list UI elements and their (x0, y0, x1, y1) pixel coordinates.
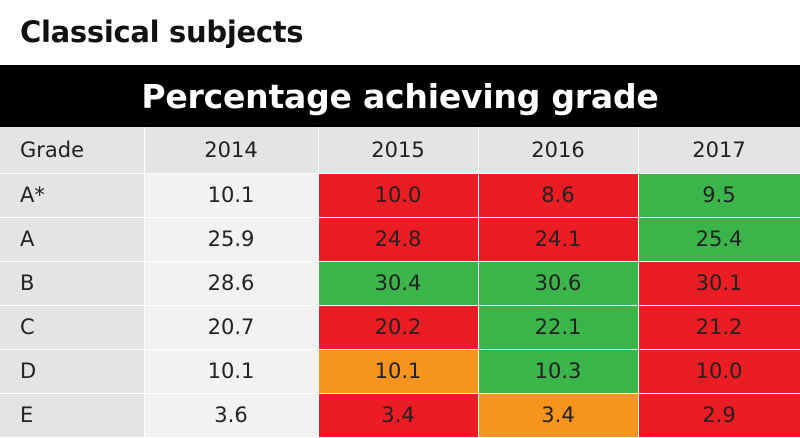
value-cell: 28.6 (144, 261, 319, 306)
grade-label: C (0, 305, 145, 350)
subject-title: Classical subjects (20, 15, 304, 49)
grade-label: B (0, 261, 145, 306)
value-cell: 25.4 (638, 217, 800, 262)
table-row: A* 10.1 10.0 8.6 9.5 (0, 173, 800, 218)
value-cell: 24.1 (478, 217, 639, 262)
table-row: A 25.9 24.8 24.1 25.4 (0, 217, 800, 262)
grade-label: A* (0, 173, 145, 218)
value-cell: 10.0 (638, 349, 800, 394)
value-cell: 30.1 (638, 261, 800, 306)
grade-label: D (0, 349, 145, 394)
value-cell: 24.8 (318, 217, 479, 262)
value-cell: 10.1 (144, 173, 319, 218)
value-cell: 10.1 (144, 349, 319, 394)
grades-table: Grade 2014 2015 2016 2017 A* 10.1 10.0 8… (0, 127, 800, 438)
value-cell: 20.7 (144, 305, 319, 350)
value-cell: 2.9 (638, 393, 800, 438)
grade-label: E (0, 393, 145, 438)
column-header-2015: 2015 (318, 127, 479, 174)
table-row: D 10.1 10.1 10.3 10.0 (0, 349, 800, 394)
value-cell: 10.1 (318, 349, 479, 394)
table-row: B 28.6 30.4 30.6 30.1 (0, 261, 800, 306)
value-cell: 21.2 (638, 305, 800, 350)
value-cell: 30.6 (478, 261, 639, 306)
value-cell: 8.6 (478, 173, 639, 218)
header-row: Grade 2014 2015 2016 2017 (0, 127, 800, 174)
value-cell: 3.6 (144, 393, 319, 438)
value-cell: 3.4 (318, 393, 479, 438)
value-cell: 25.9 (144, 217, 319, 262)
table-banner: Percentage achieving grade (0, 65, 800, 127)
table-row: C 20.7 20.2 22.1 21.2 (0, 305, 800, 350)
value-cell: 22.1 (478, 305, 639, 350)
column-header-2016: 2016 (478, 127, 639, 174)
column-header-2014: 2014 (144, 127, 319, 174)
column-header-2017: 2017 (638, 127, 800, 174)
value-cell: 10.0 (318, 173, 479, 218)
value-cell: 30.4 (318, 261, 479, 306)
value-cell: 3.4 (478, 393, 639, 438)
value-cell: 9.5 (638, 173, 800, 218)
banner-title: Percentage achieving grade (141, 76, 659, 116)
column-header-grade: Grade (0, 127, 145, 174)
grade-label: A (0, 217, 145, 262)
table-row: E 3.6 3.4 3.4 2.9 (0, 393, 800, 438)
value-cell: 10.3 (478, 349, 639, 394)
value-cell: 20.2 (318, 305, 479, 350)
